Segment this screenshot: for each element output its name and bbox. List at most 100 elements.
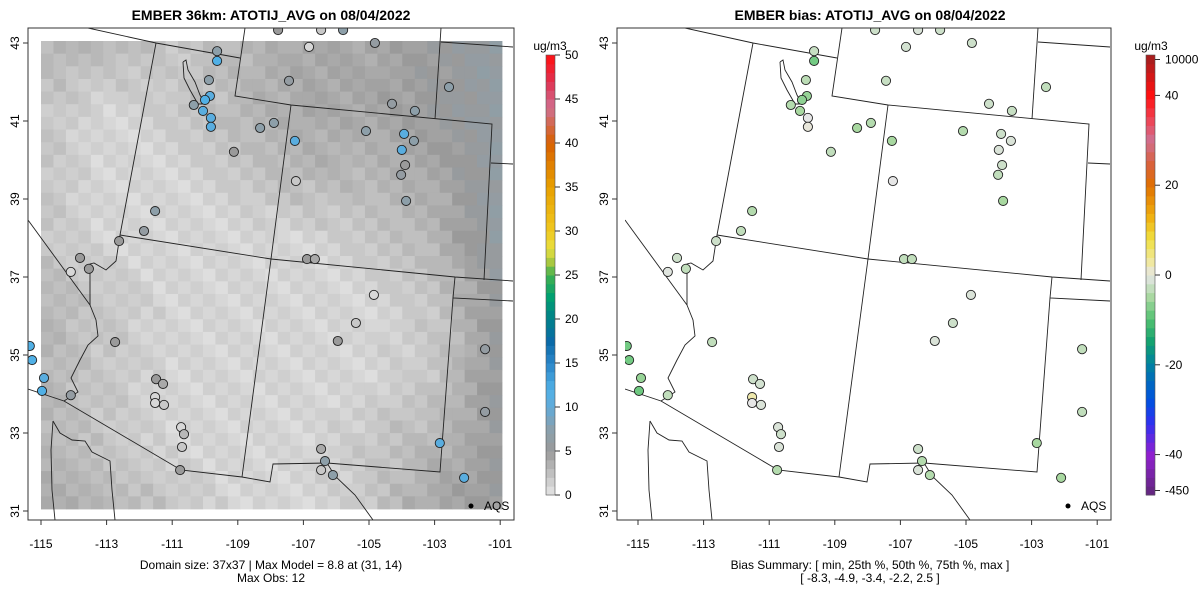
grid-cell <box>202 433 216 447</box>
grid-cell <box>340 382 353 396</box>
grid-cell <box>352 104 366 118</box>
grid-cell <box>53 445 67 459</box>
grid-cell <box>477 192 490 206</box>
grid-cell <box>115 395 129 409</box>
colorbar-swatch <box>546 477 555 487</box>
colorbar-swatch <box>1146 239 1155 250</box>
grid-cell <box>315 319 328 333</box>
grid-cell <box>202 458 216 472</box>
grid-cell <box>277 91 291 105</box>
caption-line-1: Domain size: 37x37 | Max Model = 8.8 at … <box>140 558 402 572</box>
grid-cell <box>190 445 204 459</box>
grid-cell <box>477 420 490 434</box>
grid-cell <box>489 420 503 434</box>
grid-cell <box>115 281 129 295</box>
grid-cell <box>477 281 490 295</box>
grid-cell <box>464 243 478 257</box>
grid-cell <box>178 268 191 282</box>
colorbar-tick-label: 0 <box>1165 268 1172 282</box>
grid-cell <box>202 192 216 206</box>
station-marker <box>212 55 223 66</box>
grid-cell <box>190 458 204 472</box>
grid-cell <box>402 369 416 383</box>
grid-cell <box>414 256 428 270</box>
station-marker <box>199 94 211 105</box>
grid-cell <box>252 268 266 282</box>
grid-cell <box>352 496 366 510</box>
legend-dot-icon <box>468 503 474 509</box>
grid-cell <box>414 53 428 67</box>
grid-cell <box>227 395 241 409</box>
grid-cell <box>165 496 179 510</box>
grid-cell <box>364 407 378 421</box>
station-marker <box>338 28 349 36</box>
grid-cell <box>414 458 428 472</box>
grid-cell <box>327 306 341 320</box>
grid-cell <box>327 66 341 80</box>
grid-cell <box>103 41 117 55</box>
grid-cell <box>414 331 428 345</box>
grid-cell <box>103 268 117 282</box>
grid-cell <box>78 78 92 92</box>
grid-cell <box>165 205 179 219</box>
grid-cell <box>140 268 154 282</box>
grid-cell <box>252 293 266 308</box>
grid-cell <box>265 192 279 206</box>
grid-cell <box>464 268 478 282</box>
grid-cell <box>153 53 166 67</box>
grid-cell <box>115 471 129 485</box>
grid-cell <box>53 407 67 421</box>
colorbar-swatch <box>1146 204 1155 214</box>
grid-cell <box>227 458 241 472</box>
grid-cell <box>252 91 266 105</box>
grid-cell <box>53 142 67 156</box>
colorbar-swatch <box>1146 336 1155 346</box>
grid-cell <box>165 167 179 181</box>
grid-cell <box>153 344 166 358</box>
grid-cell <box>327 268 341 282</box>
colorbar-tick-label: 15 <box>565 356 579 370</box>
station-marker <box>998 195 1009 206</box>
grid-cell <box>402 180 416 194</box>
colorbar-swatch <box>1146 468 1155 478</box>
grid-cell <box>153 180 166 194</box>
station-marker <box>1077 406 1088 417</box>
x-tick-label: -113 <box>692 537 715 551</box>
grid-cell <box>340 395 353 409</box>
grid-cell <box>165 218 179 232</box>
station-marker <box>852 122 863 134</box>
grid-cell <box>364 395 378 409</box>
grid-cell <box>464 230 478 244</box>
grid-cell <box>340 91 353 105</box>
grid-cell <box>140 331 154 345</box>
grid-cell <box>202 407 216 421</box>
grid-cell <box>165 243 179 257</box>
grid-cell <box>477 129 490 143</box>
grid-cell <box>389 344 403 358</box>
grid-cell <box>227 104 241 118</box>
grid-cell <box>240 369 254 383</box>
grid-cell <box>327 116 341 130</box>
grid-cell <box>265 483 279 497</box>
grid-cell <box>202 382 216 396</box>
grid-cell <box>364 192 378 206</box>
grid-cell <box>439 395 453 409</box>
grid-cell <box>165 192 179 206</box>
grid-cell <box>115 142 129 156</box>
grid-cell <box>65 281 79 295</box>
grid-cell <box>427 154 441 168</box>
grid-cell <box>78 483 92 497</box>
grid-cell <box>402 483 416 497</box>
grid-cell <box>265 306 279 320</box>
grid-cell <box>215 180 229 194</box>
colorbar-tick-label: 45 <box>565 92 579 106</box>
grid-cell <box>41 445 54 459</box>
grid-cell <box>302 496 316 510</box>
grid-cell <box>265 471 279 485</box>
colorbar-swatch <box>1146 442 1155 452</box>
grid-cell <box>477 167 490 181</box>
grid-cell <box>128 104 142 118</box>
grid-cell <box>452 192 466 206</box>
station-marker <box>114 236 125 247</box>
grid-cell <box>190 483 204 497</box>
